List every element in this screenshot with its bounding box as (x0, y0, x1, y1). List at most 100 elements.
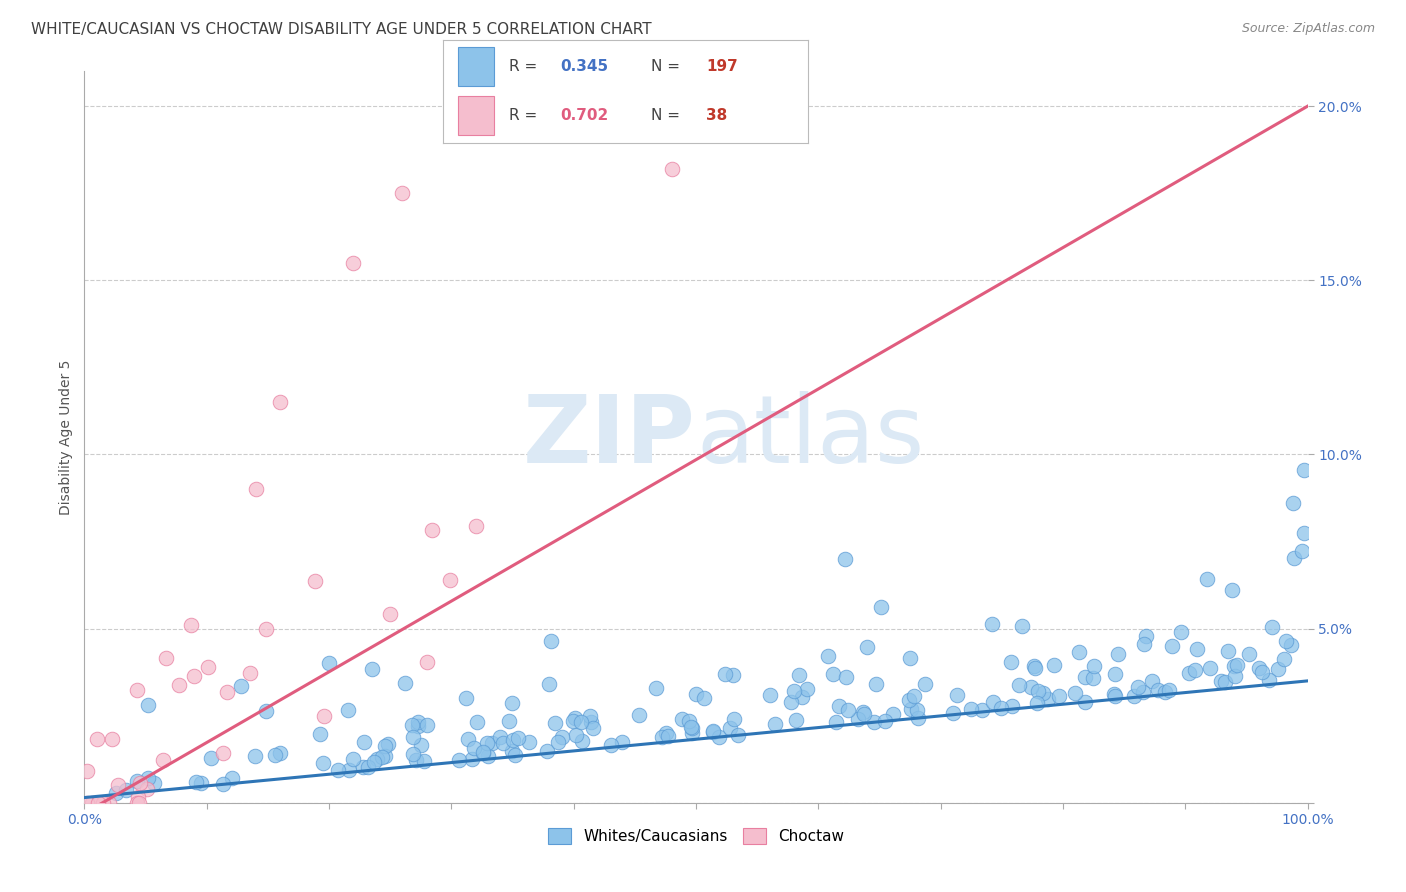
Point (1220, 582, 1243, 597)
Point (406, 715, 429, 730)
Point (304, 574, 326, 588)
Point (357, 760, 380, 774)
Point (1213, 675, 1236, 690)
Point (1275, 633, 1298, 648)
Point (599, 738, 621, 752)
Point (970, 703, 993, 717)
Point (1292, 525, 1315, 540)
Point (76, 764, 98, 778)
Point (1157, 683, 1180, 698)
Point (903, 689, 925, 703)
Point (870, 600, 893, 615)
Point (834, 552, 856, 566)
Point (914, 677, 936, 691)
Point (127, 796, 149, 810)
Point (501, 696, 523, 710)
Point (846, 712, 869, 726)
Point (873, 714, 896, 728)
Point (481, 736, 503, 750)
Point (80, 796, 103, 810)
Point (184, 775, 207, 789)
Point (960, 702, 983, 716)
Bar (457, 95, 494, 135)
Point (1074, 670, 1097, 684)
Point (579, 714, 602, 729)
Point (723, 713, 745, 727)
Point (551, 730, 574, 744)
Point (898, 692, 921, 706)
Point (463, 740, 485, 755)
Point (1019, 680, 1042, 694)
Point (1160, 640, 1182, 654)
Point (221, 771, 243, 785)
Point (127, 774, 149, 789)
Point (263, 747, 285, 762)
Point (416, 718, 439, 732)
Point (374, 748, 396, 763)
Point (337, 763, 360, 777)
Point (1036, 692, 1059, 706)
Point (231, 679, 253, 693)
Point (1102, 687, 1125, 701)
Point (579, 709, 602, 723)
Point (644, 681, 666, 696)
Point (105, 786, 128, 800)
Point (783, 683, 806, 698)
Point (471, 746, 494, 760)
Point (981, 694, 1004, 708)
Point (461, 752, 484, 766)
Point (183, 668, 205, 682)
Point (1279, 638, 1302, 652)
Text: 38: 38 (706, 108, 727, 122)
Point (1083, 659, 1105, 673)
Point (464, 519, 486, 533)
Point (328, 763, 350, 777)
Point (1032, 686, 1054, 700)
Point (1081, 671, 1104, 685)
Point (1223, 669, 1246, 683)
Point (1025, 696, 1047, 710)
Point (853, 706, 876, 721)
Point (1239, 647, 1261, 661)
Point (125, 683, 148, 698)
Point (352, 759, 374, 773)
Point (1007, 678, 1029, 692)
Point (1223, 659, 1246, 673)
Point (169, 678, 191, 692)
Point (898, 651, 921, 665)
Legend: Whites/Caucasians, Choctaw: Whites/Caucasians, Choctaw (541, 822, 851, 850)
Point (536, 744, 558, 758)
Point (835, 669, 858, 683)
Point (565, 728, 588, 742)
Point (1216, 643, 1239, 657)
Point (190, 775, 212, 789)
Point (471, 745, 494, 759)
Point (380, 607, 402, 622)
Point (318, 656, 340, 670)
Point (702, 724, 724, 739)
Point (627, 707, 650, 722)
Point (402, 747, 425, 761)
Point (197, 660, 219, 674)
Point (374, 739, 396, 754)
Point (391, 186, 413, 201)
Point (93, 796, 115, 810)
Point (1249, 661, 1271, 675)
Point (537, 677, 560, 691)
Point (727, 728, 749, 742)
Point (475, 736, 498, 750)
Text: 0.345: 0.345 (560, 59, 607, 74)
Point (454, 691, 477, 706)
Point (491, 736, 513, 750)
Point (457, 731, 479, 746)
Point (657, 729, 679, 743)
Point (155, 651, 177, 665)
Point (1170, 624, 1192, 639)
Point (828, 699, 851, 714)
Point (128, 776, 150, 790)
Point (1198, 661, 1220, 675)
Point (1284, 550, 1306, 565)
Point (1267, 662, 1289, 676)
Point (1022, 659, 1045, 673)
Point (1153, 685, 1175, 699)
